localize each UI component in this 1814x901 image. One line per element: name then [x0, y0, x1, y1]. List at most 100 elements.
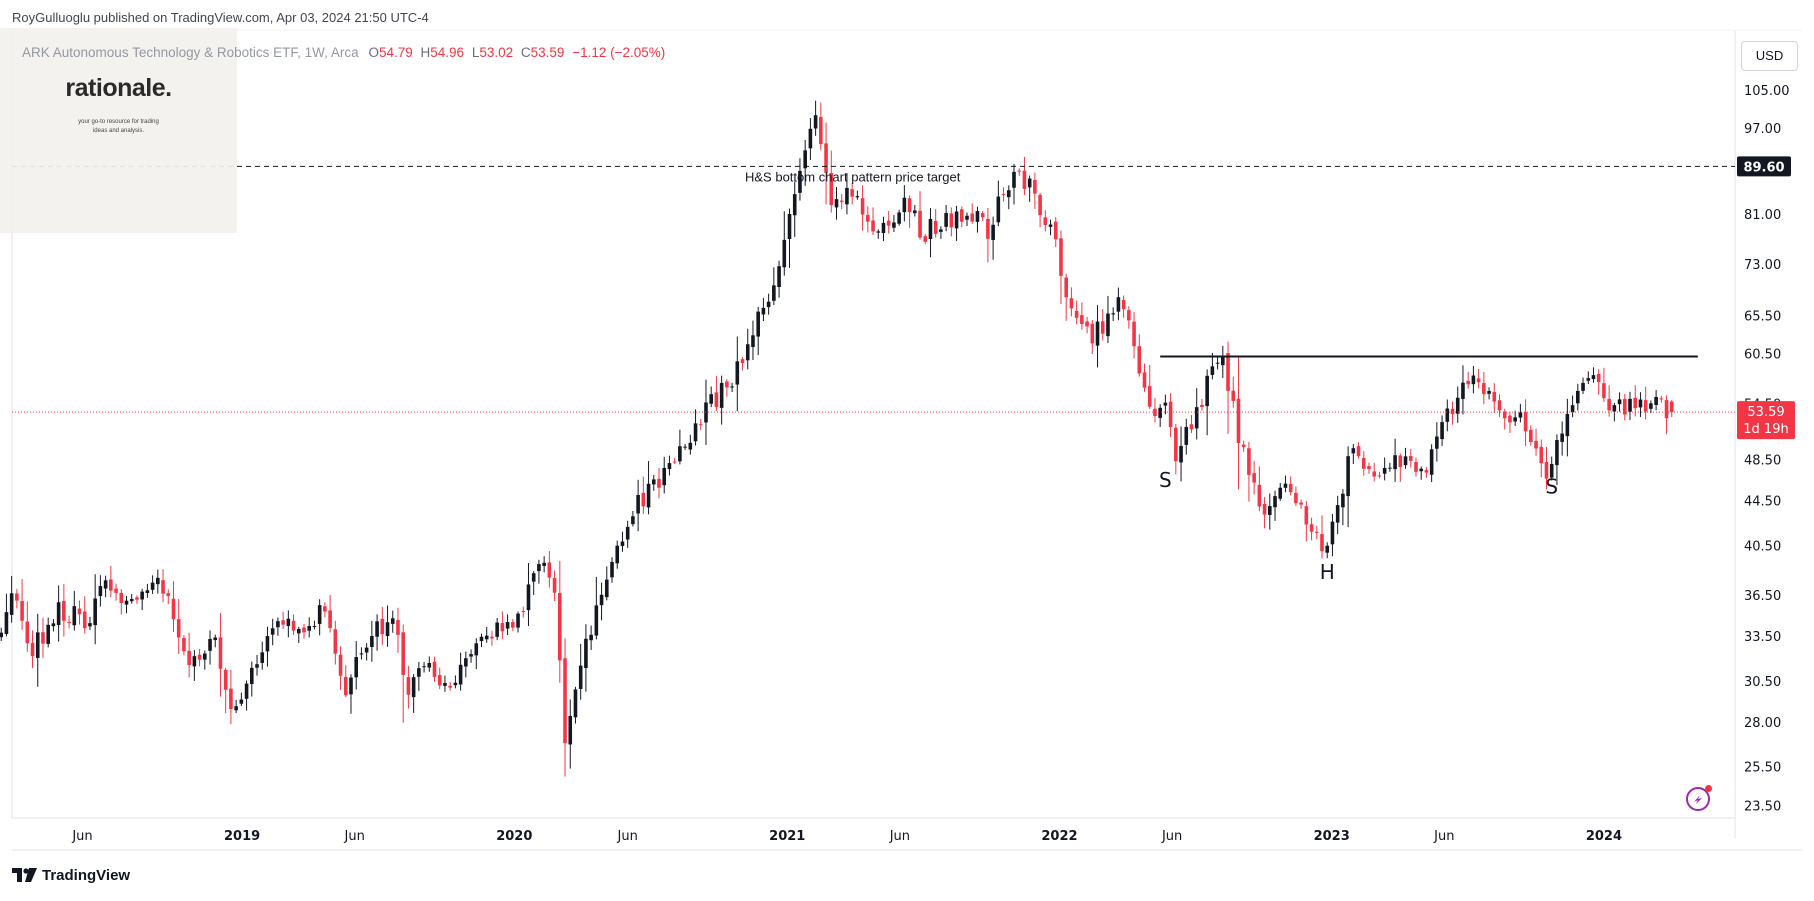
- candle-body: [521, 611, 526, 613]
- candle: [223, 667, 228, 714]
- candle-body: [516, 613, 520, 628]
- candle: [792, 181, 797, 237]
- candle: [1633, 385, 1638, 417]
- candle: [443, 675, 447, 692]
- candle-body: [1153, 408, 1157, 417]
- candle-body: [819, 116, 823, 145]
- candle: [464, 651, 468, 678]
- candle-body: [1414, 462, 1418, 472]
- candle: [1335, 495, 1340, 535]
- pattern-label-h: H: [1320, 560, 1335, 584]
- candle: [1346, 446, 1350, 528]
- candle: [954, 205, 959, 241]
- time-axis-tick: Jun: [344, 829, 365, 844]
- candle: [1581, 377, 1585, 395]
- candle-body: [573, 689, 578, 718]
- candle: [281, 611, 285, 629]
- candle-body: [672, 461, 677, 463]
- candle: [1654, 390, 1658, 411]
- candle: [364, 643, 369, 661]
- candle: [1012, 164, 1016, 205]
- candle: [1356, 442, 1361, 459]
- candle: [1153, 398, 1157, 423]
- candle-body: [719, 382, 724, 408]
- candle-body: [1450, 408, 1455, 415]
- candle: [1497, 394, 1502, 417]
- candle-body: [1189, 424, 1194, 430]
- candle: [928, 208, 933, 258]
- candle: [1085, 316, 1089, 334]
- candle: [1659, 395, 1664, 403]
- candle: [531, 571, 536, 595]
- legend-close-label: C: [520, 45, 531, 60]
- currency-button[interactable]: USD: [1741, 41, 1798, 71]
- candle: [709, 386, 714, 408]
- candle: [307, 617, 312, 638]
- pattern-label-s: S: [1545, 474, 1558, 498]
- candle-body: [599, 594, 604, 606]
- candle-body: [1309, 524, 1314, 532]
- candle: [343, 665, 348, 698]
- candle-body: [1361, 457, 1366, 469]
- candle: [1189, 414, 1194, 433]
- candle-body: [594, 605, 599, 636]
- candle: [150, 575, 155, 595]
- candle-body: [808, 128, 813, 149]
- candle: [140, 588, 144, 611]
- candle: [406, 665, 411, 709]
- candle: [1038, 192, 1042, 228]
- candle-body: [855, 196, 860, 198]
- candle-body: [427, 663, 432, 668]
- candle: [761, 297, 766, 321]
- candle: [161, 569, 165, 603]
- candle: [949, 207, 954, 237]
- candle: [584, 624, 588, 692]
- candle-body: [1565, 413, 1570, 437]
- candle-body: [1502, 411, 1507, 419]
- candle: [82, 596, 87, 634]
- candle: [1330, 513, 1335, 557]
- candle-body: [709, 394, 714, 404]
- candle-body: [1142, 372, 1147, 388]
- candle-body: [1398, 455, 1403, 467]
- candle: [182, 635, 186, 656]
- price-axis-tick: 36.50: [1744, 589, 1781, 604]
- candle-body: [218, 637, 223, 669]
- candle: [881, 216, 886, 242]
- candle: [537, 559, 541, 584]
- candle-body: [1591, 375, 1596, 380]
- candle: [1325, 542, 1330, 559]
- candle: [516, 611, 520, 633]
- candle: [615, 540, 620, 569]
- candle-body: [1455, 397, 1460, 414]
- candle-body: [1200, 404, 1204, 407]
- candle: [1502, 408, 1507, 430]
- candle: [1174, 423, 1178, 475]
- candle: [1393, 438, 1397, 482]
- candle-body: [244, 683, 249, 699]
- candle-body: [1179, 445, 1183, 463]
- candle: [1106, 295, 1110, 344]
- candle: [745, 328, 750, 370]
- candle-body: [150, 582, 155, 590]
- candle-body: [547, 562, 552, 578]
- tradingview-logo-icon: [12, 868, 37, 882]
- candle-body: [166, 593, 171, 597]
- candle-body: [1555, 440, 1559, 466]
- candle: [1163, 394, 1168, 415]
- candle: [1445, 399, 1450, 432]
- candle: [495, 618, 499, 641]
- price-axis-tick: 44.50: [1744, 494, 1781, 509]
- candle: [547, 551, 552, 588]
- time-axis-tick: Jun: [71, 829, 92, 844]
- price-axis-tick: 81.00: [1744, 208, 1781, 223]
- indicator-wand-icon[interactable]: [1686, 785, 1712, 811]
- candle-body: [223, 669, 228, 690]
- candle: [1461, 365, 1465, 415]
- candle: [589, 625, 593, 650]
- candle-body: [479, 636, 484, 642]
- tradingview-footer[interactable]: TradingView: [12, 865, 130, 885]
- candle: [1090, 319, 1095, 355]
- candle: [1236, 357, 1241, 490]
